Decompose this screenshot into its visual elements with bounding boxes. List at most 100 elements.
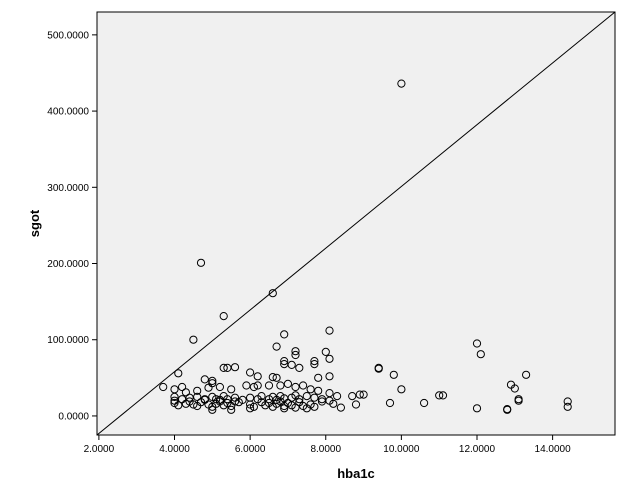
data-point — [420, 398, 429, 408]
y-tick-label: 400.0000 — [47, 107, 89, 118]
data-point — [280, 330, 289, 339]
data-point — [351, 400, 361, 409]
data-point — [295, 395, 304, 404]
data-point — [215, 382, 224, 392]
data-point — [276, 381, 285, 390]
data-point — [329, 399, 338, 408]
data-point — [310, 402, 319, 411]
y-tick-label: 100.0000 — [47, 335, 89, 346]
data-point — [472, 404, 482, 413]
data-point — [389, 370, 398, 379]
y-axis: 0.0000 100.0000 200.0000 300.0000 400.0000 50… — [47, 30, 97, 422]
data-point — [204, 383, 213, 392]
data-point — [287, 360, 296, 369]
data-point — [385, 398, 395, 408]
data-point — [249, 382, 258, 392]
data-point — [310, 393, 319, 402]
data-point — [257, 392, 266, 401]
data-point — [359, 390, 368, 399]
data-point — [510, 384, 519, 393]
data-point — [196, 258, 206, 267]
data-point — [272, 342, 281, 351]
data-point — [291, 350, 300, 360]
data-point — [397, 385, 406, 394]
data-point — [193, 386, 202, 395]
data-point — [302, 404, 311, 413]
data-point — [310, 360, 319, 369]
data-point — [170, 392, 179, 401]
data-point — [249, 402, 258, 411]
data-point — [291, 347, 300, 356]
data-point — [174, 369, 183, 378]
data-point — [325, 326, 334, 335]
data-point — [246, 404, 255, 413]
data-point — [272, 373, 281, 382]
data-point — [268, 289, 277, 298]
x-tick-label: 12.0000 — [459, 444, 496, 455]
data-point — [178, 382, 187, 392]
x-tick-label: 8.0000 — [310, 444, 341, 455]
data-point — [208, 376, 217, 385]
data-point — [219, 312, 228, 321]
data-point — [522, 370, 531, 379]
y-tick-label: 200.0000 — [47, 259, 89, 270]
data-point — [333, 392, 342, 401]
data-point — [280, 357, 289, 366]
data-point — [264, 381, 274, 390]
data-point — [355, 390, 364, 399]
data-point — [321, 347, 330, 356]
x-tick-label: 10.0000 — [383, 444, 420, 455]
data-point — [503, 405, 512, 414]
data-point — [336, 403, 345, 412]
data-point — [302, 392, 311, 401]
data-point — [215, 395, 224, 404]
data-point — [242, 381, 251, 390]
data-point — [227, 385, 236, 394]
x-axis: 2.0000 4.0000 6.0000 8.0000 10.0000 12.0000 14… — [84, 435, 571, 455]
data-point — [253, 372, 262, 381]
x-axis-title: hba1c — [337, 466, 375, 481]
data-point — [563, 402, 572, 411]
data-point — [181, 388, 190, 397]
data-point — [246, 368, 255, 377]
data-point — [310, 357, 319, 366]
y-tick-label: 0.0000 — [58, 411, 89, 422]
data-point — [317, 397, 327, 406]
data-points — [159, 79, 572, 414]
data-point — [299, 381, 308, 390]
data-point — [514, 395, 523, 404]
data-point — [397, 79, 406, 88]
data-point — [185, 397, 194, 406]
data-point — [234, 398, 243, 407]
data-point — [189, 335, 198, 344]
data-point — [219, 363, 228, 372]
data-point — [348, 392, 357, 401]
y-axis-title: sgot — [27, 209, 42, 237]
data-point — [193, 392, 202, 401]
data-point — [227, 405, 236, 414]
x-tick-label: 6.0000 — [235, 444, 266, 455]
y-tick-label: 300.0000 — [47, 183, 89, 194]
data-point — [230, 363, 240, 372]
y-tick-label: 500.0000 — [47, 30, 89, 41]
data-point — [435, 391, 444, 400]
reference-line — [96, 11, 616, 436]
data-point — [280, 404, 289, 413]
data-point — [314, 373, 323, 382]
data-point — [230, 397, 240, 406]
data-point — [438, 391, 448, 400]
data-point — [200, 395, 209, 404]
data-point — [268, 373, 277, 382]
data-point — [317, 395, 327, 404]
data-point — [314, 386, 323, 395]
data-point — [476, 350, 485, 359]
data-point — [159, 382, 168, 392]
data-point — [291, 382, 300, 392]
data-point — [200, 375, 209, 384]
x-tick-label: 2.0000 — [84, 444, 115, 455]
x-tick-label: 4.0000 — [159, 444, 190, 455]
data-point — [253, 381, 262, 390]
data-point — [208, 405, 217, 414]
data-point — [170, 396, 179, 405]
